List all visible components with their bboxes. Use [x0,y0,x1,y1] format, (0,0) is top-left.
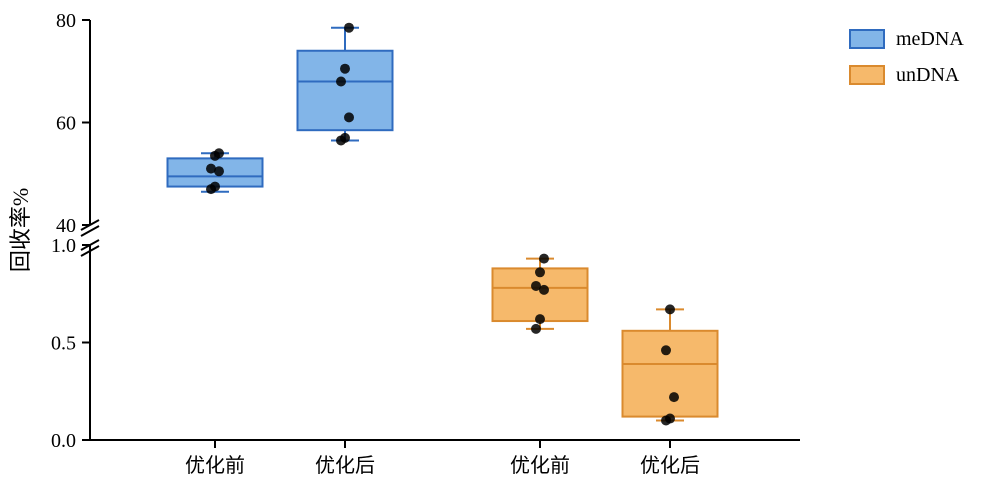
y-tick-label: 40 [56,215,76,237]
legend-label: meDNA [896,28,964,50]
boxplot-chart: 40 60 80 0.0 0.5 1.0 回收率% 优化前 优化后 优化前 优化后 meDNA unDN… [0,0,1000,501]
x-category-label: 优化后 [640,454,700,477]
y-tick-label: 1.0 [51,235,76,257]
y-tick-label: 60 [56,113,76,135]
legend-label: unDNA [896,64,960,86]
y-tick-label: 0.0 [51,430,76,452]
chart-svg: 40 60 80 0.0 0.5 1.0 回收率% 优化前 优化后 优化前 优化后 meDNA unDN… [0,0,1000,501]
y-tick-label: 80 [56,10,76,32]
y-axis-label: 回收率% [8,188,33,272]
y-tick-label: 0.5 [51,333,76,355]
x-category-label: 优化前 [185,454,245,477]
x-category-label: 优化后 [315,454,375,477]
x-category-label: 优化前 [510,454,570,477]
